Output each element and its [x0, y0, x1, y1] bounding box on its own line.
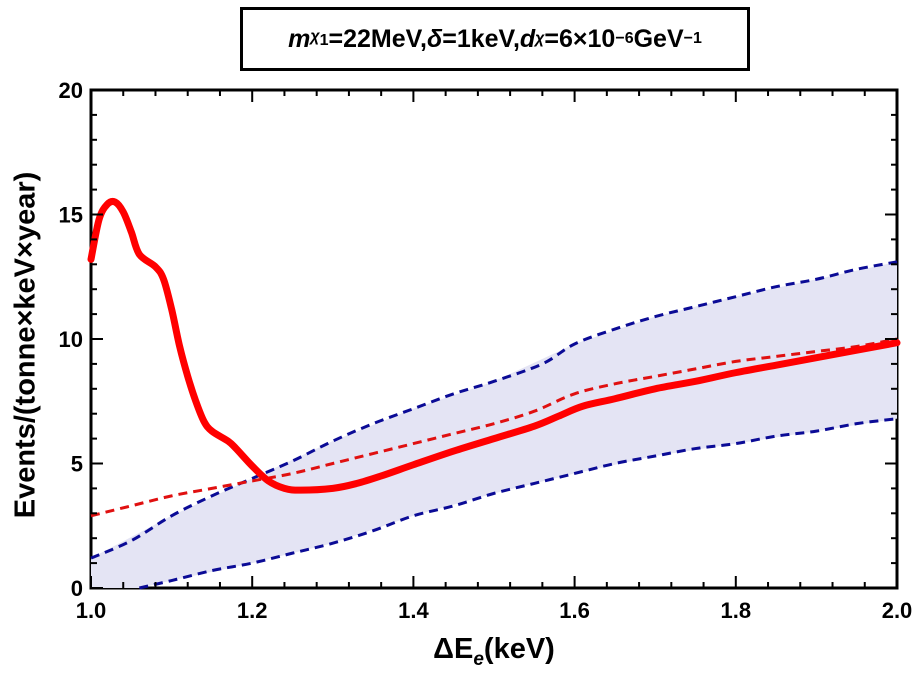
dashed-curve-1 — [90, 260, 898, 560]
x-tick-label: 1.6 — [559, 598, 590, 623]
title-d-unit-exponent: −1 — [683, 30, 702, 47]
x-axis-label-prefix: ΔE — [433, 633, 474, 666]
dashed-curve-2 — [139, 417, 898, 590]
x-tick-label: 2.0 — [882, 598, 913, 623]
title-d-subscript: χ — [535, 30, 545, 47]
title-d-exponent: −6 — [615, 30, 634, 47]
title-mass-subscript-symbol: χ — [310, 27, 320, 45]
title-delta-value: =1keV, — [442, 24, 520, 53]
x-tick-label: 1.2 — [237, 598, 268, 623]
y-tick-label: 15 — [59, 203, 83, 228]
title-d-value: =6×10 — [544, 24, 616, 53]
y-tick-label: 20 — [59, 78, 83, 103]
title-d-unit: GeV — [633, 24, 684, 53]
title-d-symbol: d — [519, 24, 536, 53]
x-tick-label: 1.4 — [398, 598, 429, 623]
y-axis-label: Events/(tonne×keV×year) — [9, 171, 42, 519]
x-axis-label-subscript: e — [473, 648, 484, 670]
title-mass-symbol: m — [288, 24, 311, 53]
x-axis-label: ΔEe(keV) — [433, 633, 555, 671]
chart-title: m χ1 =22MeV, δ =1keV, d χ =6×10 −6 GeV −1 — [240, 7, 750, 71]
x-tick-label: 1.0 — [76, 598, 107, 623]
y-tick-label: 10 — [59, 327, 83, 352]
dashed-curve-3 — [90, 337, 898, 518]
y-tick-label: 5 — [71, 452, 83, 477]
y-tick-label: 0 — [71, 576, 83, 601]
solid-curve-4 — [87, 198, 901, 494]
x-tick-label: 1.8 — [721, 598, 752, 623]
title-mass-subscript-index: 1 — [319, 32, 329, 50]
x-axis-label-suffix: (keV) — [483, 633, 555, 666]
title-mass-value: =22MeV, — [328, 24, 427, 53]
title-delta-symbol: δ — [426, 24, 443, 53]
